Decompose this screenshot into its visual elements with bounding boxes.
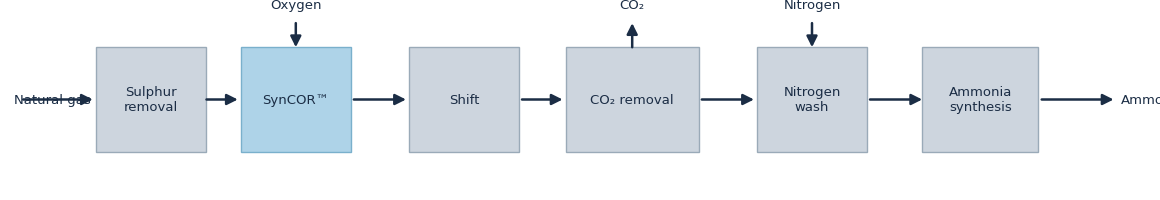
Text: SynCOR™: SynCOR™ — [262, 94, 329, 106]
Text: Ammonia
synthesis: Ammonia synthesis — [949, 86, 1012, 114]
FancyBboxPatch shape — [922, 48, 1038, 152]
Text: CO₂: CO₂ — [619, 0, 645, 12]
Text: CO₂ removal: CO₂ removal — [590, 94, 674, 106]
Text: Nitrogen: Nitrogen — [783, 0, 841, 12]
Text: Ammonia: Ammonia — [1121, 94, 1160, 106]
FancyBboxPatch shape — [241, 48, 350, 152]
Text: Sulphur
removal: Sulphur removal — [124, 86, 177, 114]
FancyBboxPatch shape — [409, 48, 520, 152]
FancyBboxPatch shape — [756, 48, 867, 152]
Text: Nitrogen
wash: Nitrogen wash — [783, 86, 841, 114]
FancyBboxPatch shape — [95, 48, 206, 152]
Text: Shift: Shift — [449, 94, 479, 106]
Text: Natural gas: Natural gas — [14, 94, 90, 106]
Text: Oxygen: Oxygen — [270, 0, 321, 12]
FancyBboxPatch shape — [566, 48, 698, 152]
